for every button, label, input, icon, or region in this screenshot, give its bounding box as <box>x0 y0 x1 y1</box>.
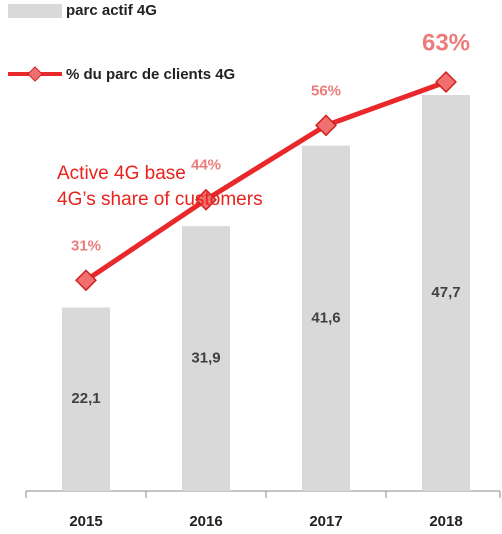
bar-value-label: 22,1 <box>71 390 100 407</box>
bar-value-label: 47,7 <box>431 284 460 301</box>
line-marker <box>75 269 97 292</box>
bar <box>62 307 110 491</box>
legend-label: parc actif 4G <box>66 2 157 19</box>
legend-swatch-bar <box>8 4 62 18</box>
line-value-label: 44% <box>191 157 221 174</box>
bar-value-label: 31,9 <box>191 350 220 367</box>
line-marker <box>315 114 337 137</box>
legend-label: % du parc de clients 4G <box>66 66 236 83</box>
x-tick-label: 2017 <box>309 513 342 530</box>
line-marker <box>195 188 217 211</box>
bar-value-label: 41,6 <box>311 309 340 326</box>
annotation: Active 4G base <box>57 163 186 184</box>
legend-swatch-marker <box>27 66 43 82</box>
line <box>84 79 447 283</box>
bar <box>302 145 350 491</box>
x-tick-label: 2018 <box>429 513 462 530</box>
bar <box>182 226 230 492</box>
bar <box>422 95 470 491</box>
line-value-label: 63% <box>422 29 470 56</box>
line-value-label: 56% <box>311 82 341 99</box>
x-tick-label: 2016 <box>189 513 222 530</box>
line-marker <box>435 71 457 93</box>
line-value-label: 31% <box>71 237 101 254</box>
annotation: 4G’s share of customers <box>57 189 263 210</box>
x-tick-label: 2015 <box>69 513 102 530</box>
